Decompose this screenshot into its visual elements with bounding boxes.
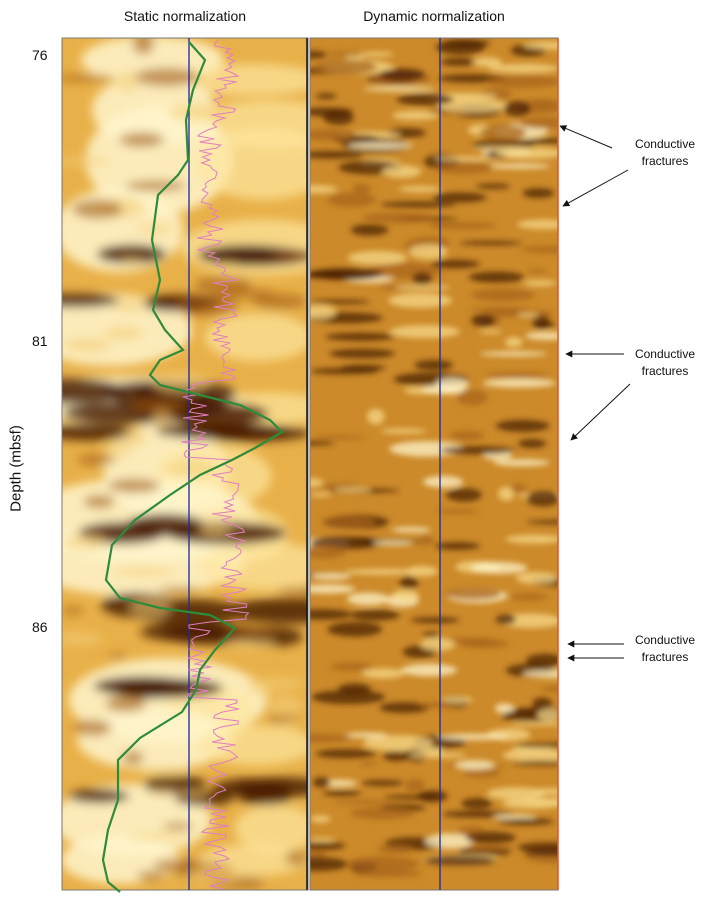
static-image (62, 38, 308, 890)
static-panel-frame (61, 37, 309, 891)
dynamic-panel-title: Dynamic normalization (363, 8, 505, 24)
fracture-arrow (562, 169, 629, 207)
dynamic-image (310, 38, 558, 890)
depth-tick-81: 81 (32, 333, 48, 349)
depth-tick-76: 76 (32, 47, 48, 63)
fracture-annotation: Conductive fractures (634, 137, 696, 168)
fracture-annotation: Conductive fractures (634, 633, 696, 664)
fracture-arrow (559, 125, 613, 149)
fracture-arrow (570, 383, 631, 441)
green-log-curve (101, 41, 284, 893)
static-panel-title: Static normalization (123, 8, 247, 24)
pink-log-curve (181, 39, 250, 890)
depth-tick-86: 86 (32, 619, 48, 635)
fracture-annotation: Conductive fractures (634, 347, 696, 378)
